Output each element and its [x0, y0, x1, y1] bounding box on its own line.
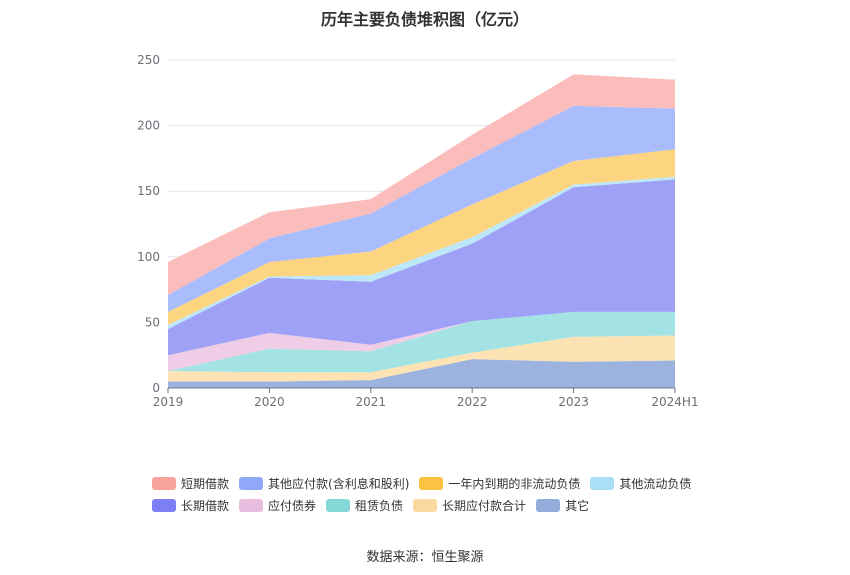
area-series-一年内到期的非流动负债 [168, 149, 675, 326]
legend-label: 其它 [565, 498, 590, 513]
y-tick-label: 50 [145, 315, 160, 329]
y-tick-label: 250 [137, 53, 160, 67]
area-series-应付债券 [168, 311, 675, 371]
legend-swatch [326, 498, 351, 512]
legend-item[interactable]: 应付债券 [239, 497, 316, 514]
chart-legend: 短期借款 其他应付款(含利息和股利) 一年内到期的非流动负债 其他流动负债 长期借款 应… [152, 472, 752, 516]
stacked-area-chart: 2019 2020 2021 2022 2023 2024H1 0 50 100 150 200 25… [137, 53, 699, 409]
legend-label: 长期应付款合计 [442, 498, 527, 513]
x-tick-label: 2022 [457, 395, 488, 409]
y-tick-label: 0 [152, 381, 160, 395]
legend-label: 长期借款 [181, 498, 230, 513]
legend-row: 短期借款 其他应付款(含利息和股利) 一年内到期的非流动负债 其他流动负债 [152, 472, 752, 494]
area-series-其它 [168, 359, 675, 388]
legend-item[interactable]: 短期借款 [152, 475, 229, 492]
legend-item[interactable]: 其他应付款(含利息和股利) [239, 475, 409, 492]
legend-swatch [536, 498, 561, 512]
legend-item[interactable]: 其它 [536, 497, 589, 514]
chart-title: 历年主要负债堆积图（亿元） [320, 10, 529, 29]
legend-label: 租赁负债 [355, 498, 404, 513]
legend-item[interactable]: 长期应付款合计 [413, 497, 526, 514]
legend-swatch [419, 476, 444, 490]
area-series-短期借款 [168, 74, 675, 295]
legend-label: 一年内到期的非流动负债 [448, 476, 581, 491]
legend-label: 其他应付款(含利息和股利) [268, 476, 410, 491]
legend-item[interactable]: 一年内到期的非流动负债 [419, 475, 580, 492]
legend-item[interactable]: 长期借款 [152, 497, 229, 514]
legend-swatch [152, 498, 176, 512]
x-tick-label: 2019 [153, 395, 184, 409]
x-tick-label: 2020 [254, 395, 285, 409]
legend-swatch [413, 498, 438, 512]
legend-swatch [239, 498, 264, 512]
area-series-租赁负债 [168, 311, 675, 373]
legend-item[interactable]: 租赁负债 [326, 497, 403, 514]
legend-label: 短期借款 [181, 476, 230, 491]
x-tick-label: 2024H1 [651, 395, 698, 409]
x-tick-label: 2021 [356, 395, 387, 409]
area-series-其他应付款(含利息和股利) [168, 105, 675, 312]
y-tick-label: 150 [137, 184, 160, 198]
area-series-长期借款 [168, 179, 675, 356]
y-tick-label: 200 [137, 119, 160, 133]
legend-swatch [590, 476, 615, 490]
legend-swatch [239, 476, 264, 490]
legend-item[interactable]: 其他流动负债 [590, 475, 691, 492]
x-tick-label: 2023 [558, 395, 589, 409]
data-source-note: 数据来源：恒生聚源 [366, 550, 484, 565]
legend-row: 长期借款 应付债券 租赁负债 长期应付款合计 其它 [152, 494, 752, 516]
area-series-长期应付款合计 [168, 335, 675, 382]
y-tick-label: 100 [137, 250, 160, 264]
legend-label: 应付债券 [268, 498, 317, 513]
legend-label: 其他流动负债 [619, 476, 692, 491]
legend-swatch [152, 476, 176, 490]
